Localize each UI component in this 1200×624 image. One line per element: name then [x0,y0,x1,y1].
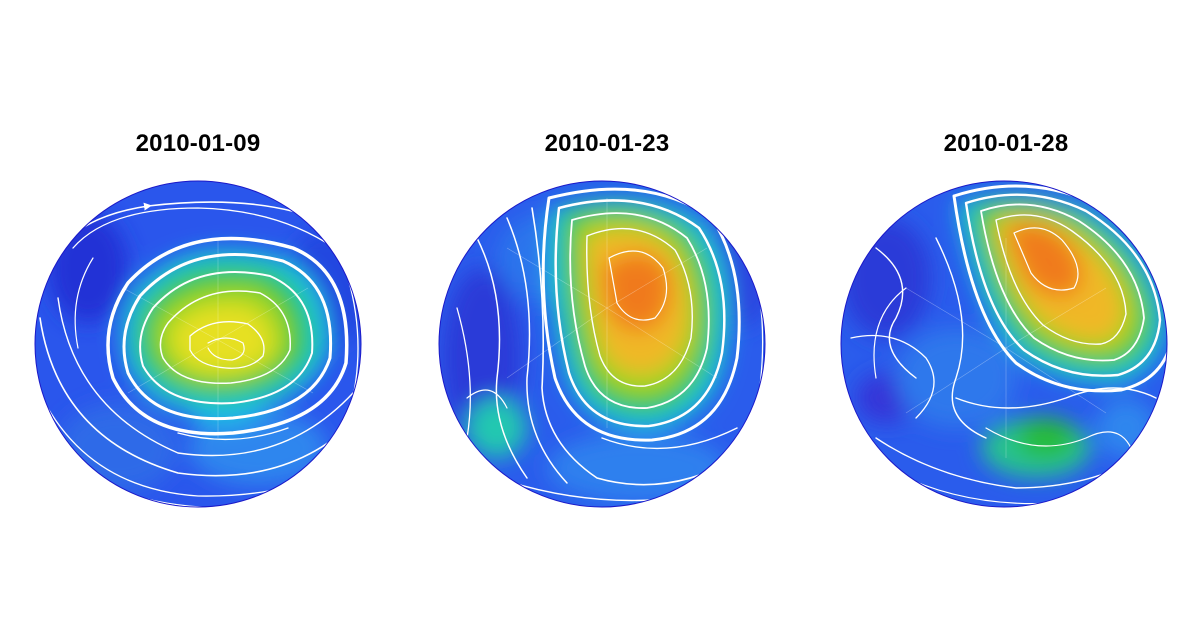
panel-title: 2010-01-28 [943,130,1069,157]
polar-globe-map [34,180,362,508]
panel-2010-01-09: 2010-01-09 [28,122,368,522]
panel-2010-01-28: 2010-01-28 [836,122,1176,522]
graticule [506,198,718,428]
globe-outline [438,180,766,508]
globe-outline [840,180,1168,508]
polar-globe-map [438,180,766,508]
panel-title: 2010-01-23 [544,130,670,157]
graticule [122,238,314,438]
graticule [905,238,1107,458]
streamlines [850,184,1167,505]
streamlines [456,187,765,502]
panel-title: 2010-01-09 [135,130,261,157]
polar-globe-map [840,180,1168,508]
panel-2010-01-23: 2010-01-23 [437,122,777,522]
globe-outline [34,180,362,508]
wind-speed-field [35,181,361,507]
